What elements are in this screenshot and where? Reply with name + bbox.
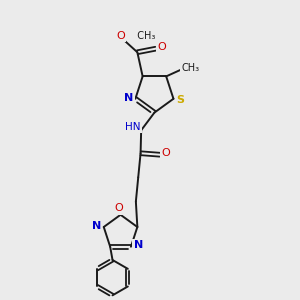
Text: S: S [176, 95, 184, 105]
Text: N: N [92, 220, 101, 230]
Text: N: N [124, 93, 134, 103]
Text: O: O [116, 31, 125, 41]
Text: N: N [134, 240, 143, 250]
Text: HN: HN [125, 122, 141, 132]
Text: CH₃: CH₃ [131, 31, 155, 41]
Text: O: O [158, 42, 167, 52]
Text: O: O [115, 203, 124, 213]
Text: O: O [162, 148, 171, 158]
Text: CH₃: CH₃ [182, 63, 200, 73]
